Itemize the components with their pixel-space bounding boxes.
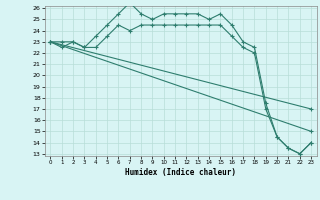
X-axis label: Humidex (Indice chaleur): Humidex (Indice chaleur)	[125, 168, 236, 177]
